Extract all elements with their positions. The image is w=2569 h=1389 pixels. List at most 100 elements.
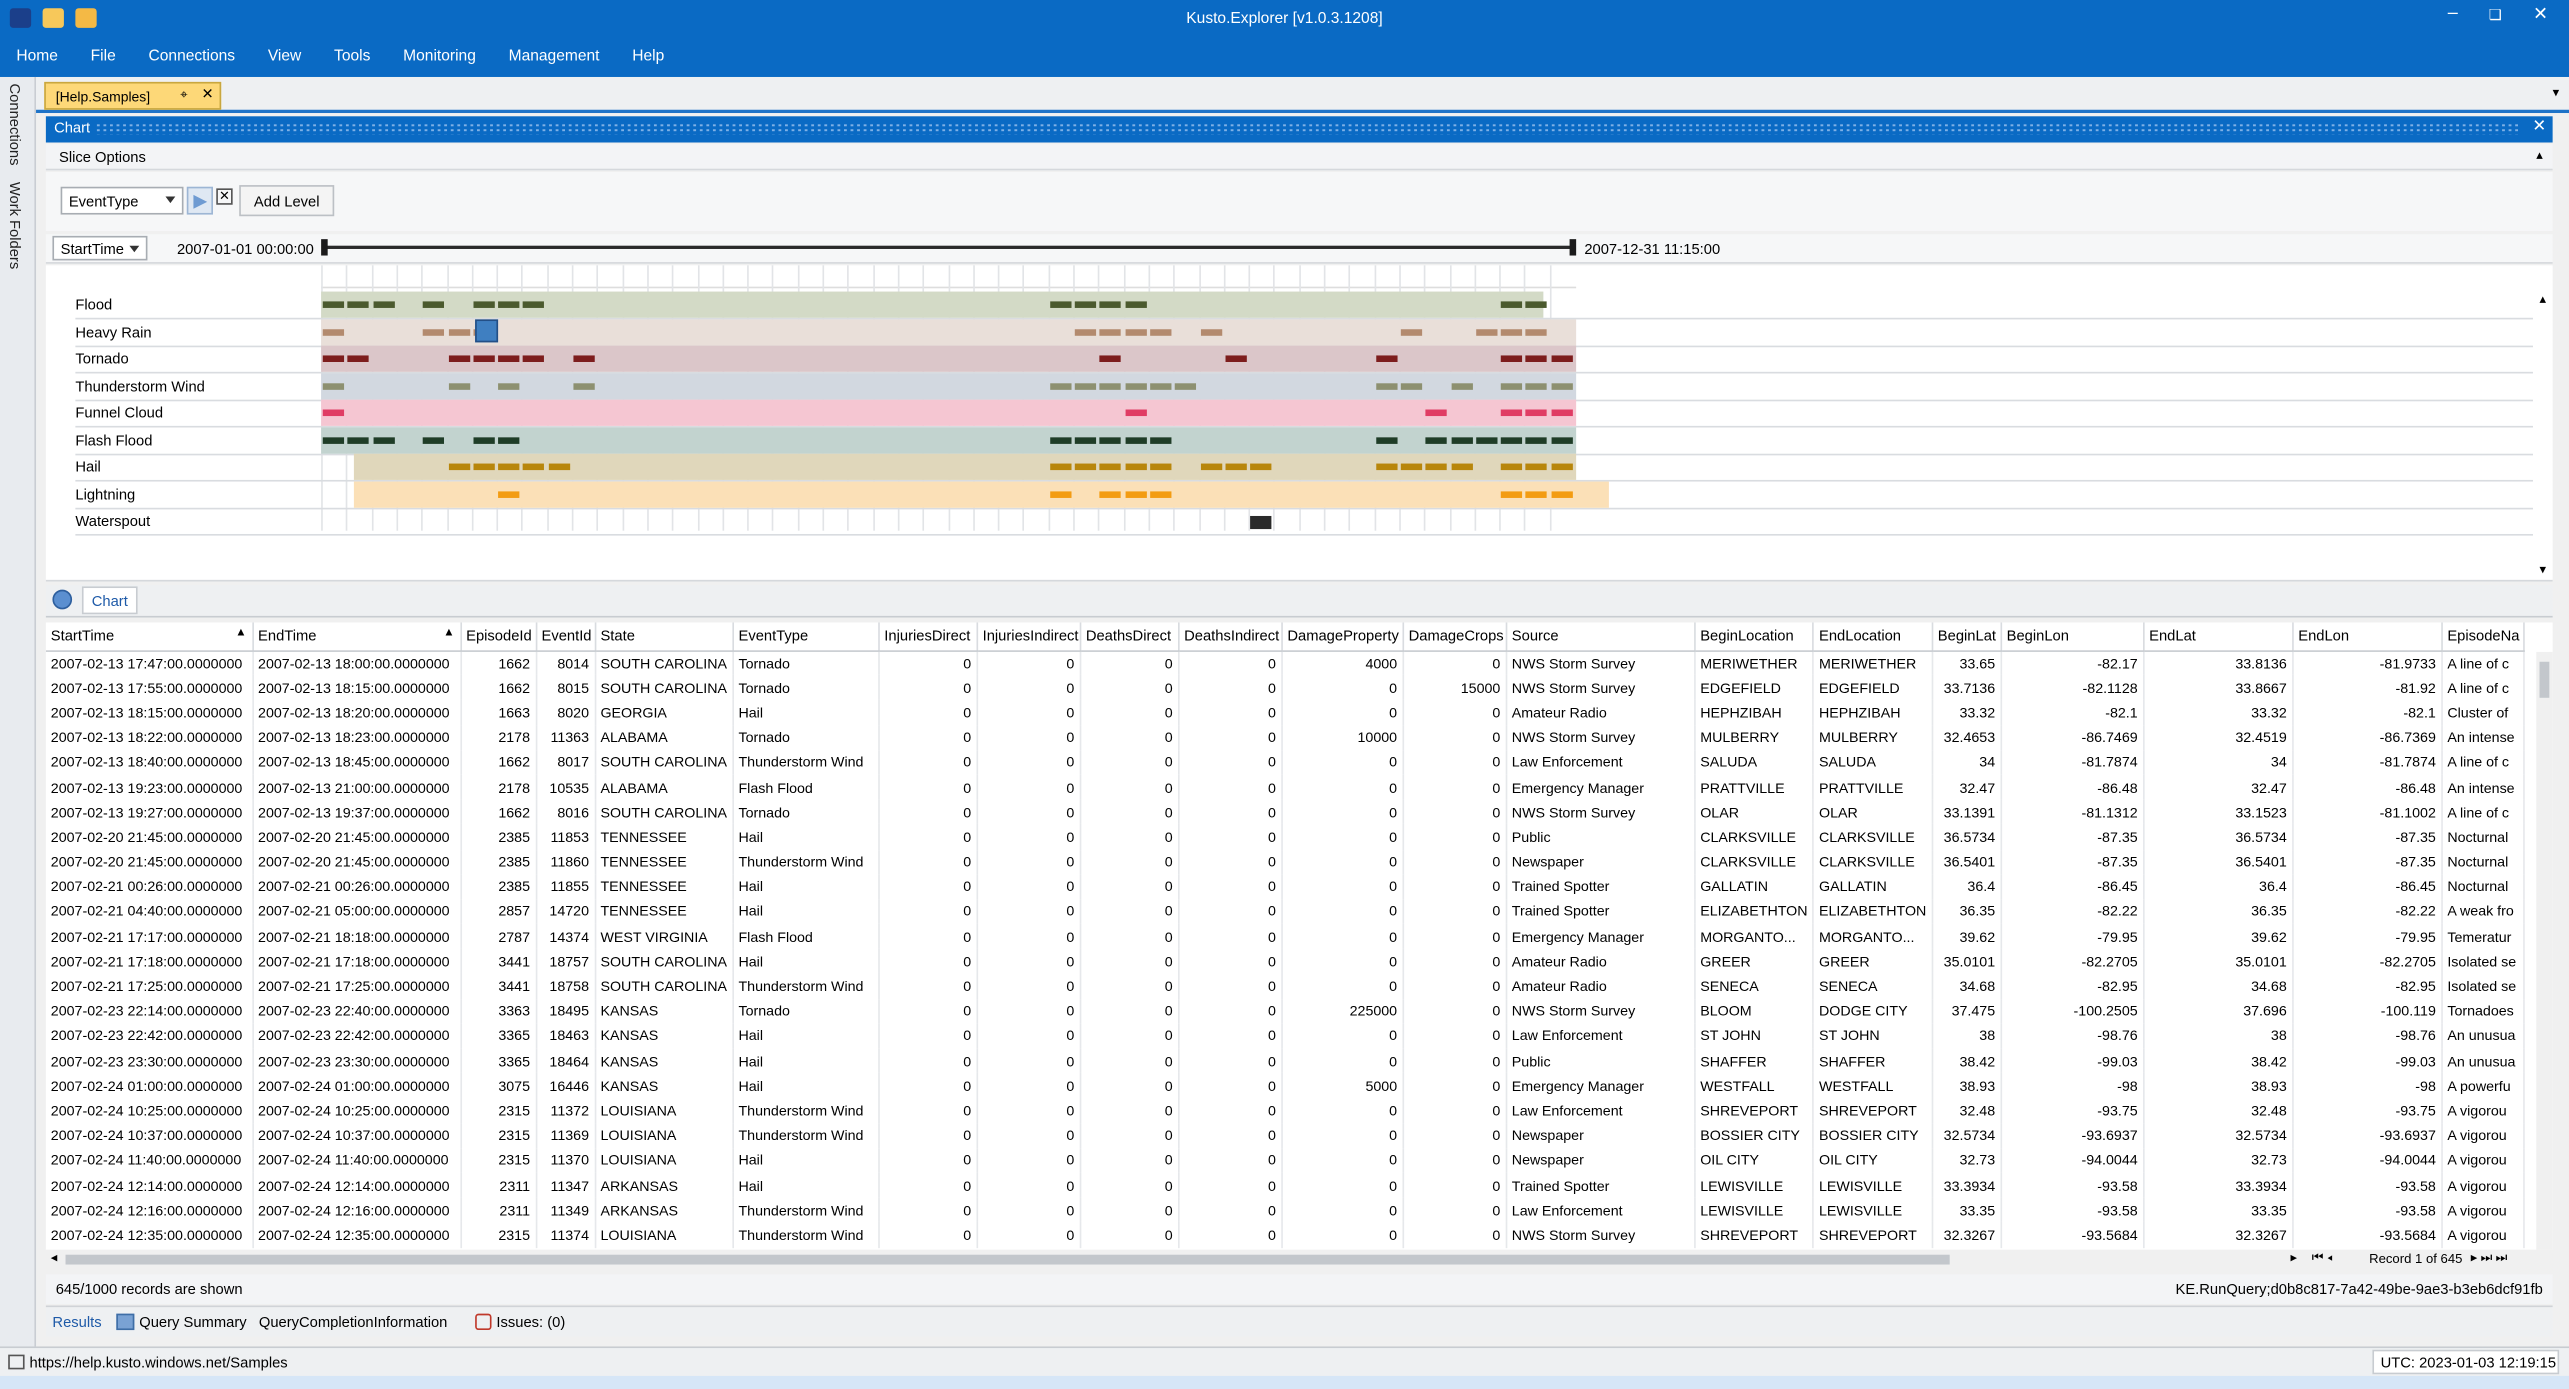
- table-cell[interactable]: Public: [1506, 1048, 1696, 1074]
- event-mark[interactable]: [1400, 328, 1422, 335]
- table-row[interactable]: 2007-02-21 17:25:00.0000000 2007-02-21 17…: [45, 973, 2525, 999]
- table-cell[interactable]: 38: [2143, 1023, 2294, 1049]
- event-mark[interactable]: [1099, 382, 1122, 390]
- table-cell[interactable]: Tornado: [732, 998, 880, 1024]
- event-mark[interactable]: [1074, 301, 1097, 308]
- table-cell[interactable]: A vigorou: [2441, 1197, 2525, 1223]
- table-cell[interactable]: NWS Storm Survey: [1506, 650, 1696, 676]
- table-cell[interactable]: 11853: [535, 824, 596, 850]
- table-cell[interactable]: BOSSIER CITY: [1813, 1122, 1933, 1148]
- table-cell[interactable]: -82.1: [2292, 700, 2443, 725]
- table-cell[interactable]: 2007-02-24 12:16:00.0000000: [252, 1197, 462, 1223]
- table-cell[interactable]: 0: [1080, 650, 1180, 676]
- table-cell[interactable]: A line of c: [2441, 675, 2525, 701]
- table-cell[interactable]: SENECA: [1813, 973, 1933, 999]
- event-mark[interactable]: [1551, 409, 1573, 417]
- table-cell[interactable]: 1662: [460, 749, 537, 775]
- table-cell[interactable]: 32.48: [1932, 1098, 2002, 1123]
- table-cell[interactable]: 8016: [535, 799, 596, 825]
- event-mark[interactable]: [1149, 382, 1172, 390]
- event-mark[interactable]: [1525, 355, 1548, 362]
- table-cell[interactable]: 225000: [1281, 998, 1404, 1024]
- table-cell[interactable]: Newspaper: [1506, 1122, 1696, 1148]
- table-cell[interactable]: 0: [1281, 1222, 1404, 1248]
- event-mark[interactable]: [1074, 382, 1097, 390]
- event-mark[interactable]: [1124, 328, 1147, 335]
- table-cell[interactable]: An unusua: [2441, 1023, 2525, 1049]
- table-cell[interactable]: 0: [1281, 774, 1404, 800]
- table-cell[interactable]: 8014: [535, 650, 596, 676]
- table-cell[interactable]: 0: [976, 923, 1081, 949]
- table-cell[interactable]: 0: [976, 1023, 1081, 1049]
- event-mark[interactable]: [1400, 463, 1422, 471]
- table-cell[interactable]: Hail: [732, 874, 880, 900]
- table-row[interactable]: 2007-02-13 17:55:00.0000000 2007-02-13 18…: [45, 675, 2525, 701]
- table-cell[interactable]: 11855: [535, 874, 596, 900]
- table-cell[interactable]: 2311: [460, 1172, 537, 1198]
- table-cell[interactable]: 0: [1402, 1098, 1507, 1123]
- column-header[interactable]: EventId: [535, 622, 596, 652]
- event-mark[interactable]: [1225, 463, 1247, 471]
- table-cell[interactable]: 0: [1402, 650, 1507, 676]
- table-cell[interactable]: -86.48: [2000, 774, 2145, 800]
- event-mark[interactable]: [473, 355, 495, 362]
- table-cell[interactable]: 0: [1178, 1172, 1283, 1198]
- table-cell[interactable]: 39.62: [2143, 923, 2294, 949]
- table-cell[interactable]: ELIZABETHTON: [1813, 899, 1933, 924]
- table-cell[interactable]: 2857: [460, 899, 537, 924]
- table-cell[interactable]: -81.1002: [2292, 799, 2443, 825]
- work-folders-pane-tab[interactable]: Work Folders: [6, 181, 23, 270]
- table-cell[interactable]: SHREVEPORT: [1813, 1098, 1933, 1123]
- table-cell[interactable]: Tornado: [732, 724, 880, 750]
- event-mark[interactable]: [322, 328, 345, 335]
- event-mark[interactable]: [1425, 463, 1448, 471]
- column-header[interactable]: StartTime ▲: [45, 622, 254, 652]
- vertical-scroll-thumb[interactable]: [2539, 661, 2550, 698]
- table-cell[interactable]: 0: [1178, 899, 1283, 924]
- table-cell[interactable]: 2007-02-13 18:40:00.0000000: [45, 749, 254, 775]
- table-cell[interactable]: -93.75: [2000, 1098, 2145, 1123]
- table-cell[interactable]: -81.1312: [2000, 799, 2145, 825]
- table-cell[interactable]: A vigorou: [2441, 1222, 2525, 1248]
- table-cell[interactable]: -94.0044: [2000, 1147, 2145, 1173]
- table-cell[interactable]: 18463: [535, 1023, 596, 1049]
- table-cell[interactable]: BLOOM: [1694, 998, 1815, 1024]
- table-cell[interactable]: CLARKSVILLE: [1694, 849, 1815, 875]
- table-cell[interactable]: 0: [1178, 849, 1283, 875]
- table-cell[interactable]: 2007-02-21 00:26:00.0000000: [45, 874, 254, 900]
- table-cell[interactable]: MERIWETHER: [1694, 650, 1815, 676]
- table-cell[interactable]: -86.45: [2292, 874, 2443, 900]
- table-row[interactable]: 2007-02-21 17:17:00.0000000 2007-02-21 18…: [45, 923, 2525, 949]
- table-cell[interactable]: 2007-02-24 12:14:00.0000000: [252, 1172, 462, 1198]
- table-cell[interactable]: 2007-02-13 18:00:00.0000000: [252, 650, 462, 676]
- table-cell[interactable]: Tornadoes: [2441, 998, 2525, 1024]
- table-cell[interactable]: 2007-02-20 21:45:00.0000000: [45, 849, 254, 875]
- table-cell[interactable]: 2007-02-13 18:23:00.0000000: [252, 724, 462, 750]
- range-end-handle[interactable]: [1569, 239, 1577, 256]
- table-cell[interactable]: 11370: [535, 1147, 596, 1173]
- table-cell[interactable]: 16446: [535, 1073, 596, 1099]
- event-mark[interactable]: [498, 355, 520, 362]
- event-mark[interactable]: [448, 463, 470, 471]
- table-row[interactable]: 2007-02-13 18:40:00.0000000 2007-02-13 18…: [45, 749, 2525, 775]
- table-cell[interactable]: Isolated se: [2441, 973, 2525, 999]
- table-cell[interactable]: 0: [878, 1222, 978, 1248]
- table-cell[interactable]: 2007-02-21 04:40:00.0000000: [45, 899, 254, 924]
- table-cell[interactable]: -100.2505: [2000, 998, 2145, 1024]
- table-cell[interactable]: 0: [1080, 749, 1180, 775]
- table-cell[interactable]: SALUDA: [1694, 749, 1815, 775]
- event-mark[interactable]: [1124, 409, 1147, 417]
- table-cell[interactable]: 38.42: [2143, 1048, 2294, 1074]
- table-cell[interactable]: Hail: [732, 1147, 880, 1173]
- event-mark[interactable]: [1225, 355, 1247, 362]
- menu-monitoring[interactable]: Monitoring: [403, 47, 476, 66]
- table-cell[interactable]: 2007-02-24 01:00:00.0000000: [252, 1073, 462, 1099]
- table-cell[interactable]: 0: [878, 1073, 978, 1099]
- table-cell[interactable]: 0: [1281, 1197, 1404, 1223]
- table-cell[interactable]: 0: [878, 675, 978, 701]
- event-mark[interactable]: [1551, 463, 1573, 471]
- table-cell[interactable]: 37.696: [2143, 998, 2294, 1024]
- table-cell[interactable]: 0: [1178, 1197, 1283, 1223]
- table-cell[interactable]: 2007-02-21 17:18:00.0000000: [45, 948, 254, 974]
- table-cell[interactable]: 32.47: [2143, 774, 2294, 800]
